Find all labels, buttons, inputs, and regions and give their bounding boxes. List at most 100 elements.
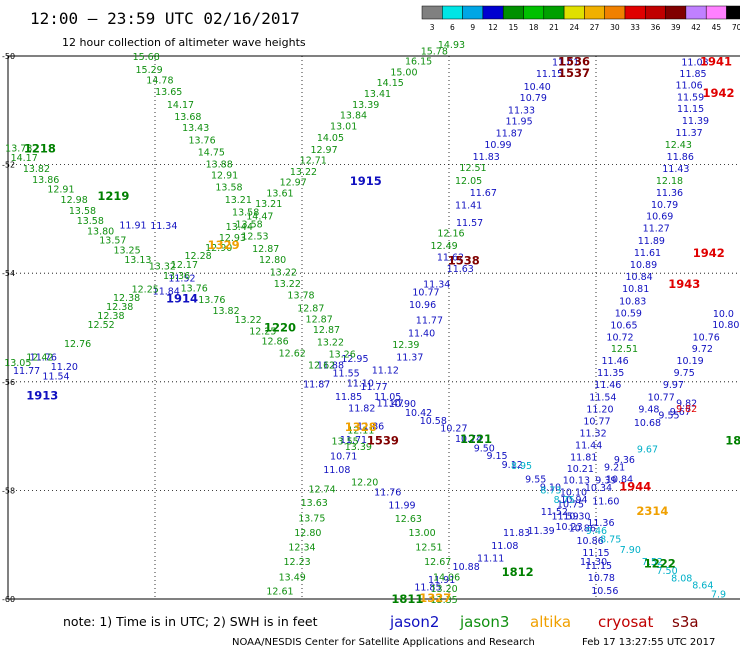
wave-height-label: 11.34	[150, 221, 177, 232]
wave-height-label: 12.95	[341, 354, 368, 365]
wave-height-label: 10.77	[648, 393, 675, 404]
color-scale-label: 33	[630, 23, 640, 32]
wave-height-label: 9.97	[663, 380, 684, 391]
wave-height-label: 12.51	[415, 542, 442, 553]
wave-height-label: 9.72	[692, 344, 713, 355]
wave-height-label: 10.72	[606, 332, 633, 343]
wave-height-label: 13.39	[352, 100, 379, 111]
wave-height-label: 15.29	[136, 65, 163, 76]
pass-id-label: 1219	[97, 189, 129, 203]
wave-height-label: 12.93	[219, 233, 246, 244]
wave-height-label: 13.22	[234, 315, 261, 326]
chart-subtitle: 12 hour collection of altimeter wave hei…	[62, 36, 306, 49]
color-scale-label: 9	[470, 23, 475, 32]
wave-height-label: 12.49	[430, 241, 457, 252]
wave-height-label: 11.33	[508, 105, 535, 116]
color-scale-label: 45	[712, 23, 722, 32]
wave-height-label: 11.52	[541, 507, 568, 518]
y-tick-label: -58	[2, 486, 15, 495]
wave-height-label: 12.91	[47, 185, 74, 196]
wave-height-label: 9.50	[474, 444, 495, 455]
wave-height-label: 12.67	[424, 557, 451, 568]
wave-height-label: 14.17	[167, 100, 194, 111]
wave-height-label: 14.06	[433, 572, 460, 583]
wave-height-label: 10.84	[606, 475, 633, 486]
color-scale-label: 21	[549, 23, 559, 32]
legend-item-cryosat: cryosat	[598, 613, 653, 631]
wave-height-label: 11.61	[634, 248, 661, 259]
wave-height-label: 9.39	[595, 476, 616, 487]
wave-height-label: 13.22	[274, 279, 301, 290]
wave-height-label: 11.37	[675, 128, 702, 139]
wave-height-label: 11.40	[408, 328, 435, 339]
pass-id-label: 1942	[702, 86, 734, 100]
wave-height-label: 13.58	[215, 182, 242, 193]
wave-height-label: 11.95	[505, 117, 532, 128]
wave-height-label: 11.60	[592, 496, 619, 507]
wave-height-label: 11.30	[580, 557, 607, 568]
color-scale-swatch	[705, 5, 727, 20]
plot-frame	[7, 55, 740, 600]
wave-height-label: 8.08	[671, 573, 692, 584]
wave-height-label: 13.32	[149, 262, 176, 273]
chart-title: 12:00 – 23:59 UTC 02/16/2017	[30, 9, 300, 28]
wave-height-label: 11.10	[347, 378, 374, 389]
wave-height-label: 12.51	[459, 163, 486, 174]
wave-height-label: 13.76	[198, 295, 225, 306]
wave-height-label: 12.38	[97, 311, 124, 322]
wave-height-label: 11.54	[42, 371, 69, 382]
wave-height-label: 10.68	[634, 418, 661, 429]
wave-height-label: 12.71	[300, 155, 327, 166]
wave-height-label: 14.05	[317, 133, 344, 144]
wave-height-label: 10.69	[646, 212, 673, 223]
wave-height-label: 11.87	[496, 129, 523, 140]
wave-height-label: 11.35	[597, 368, 624, 379]
wave-height-label: 14.17	[11, 153, 38, 164]
wave-height-label: 13.01	[330, 122, 357, 133]
wave-height-label: 13.25	[113, 245, 140, 256]
wave-height-label: 13.58	[69, 206, 96, 217]
wave-height-label: 11.44	[575, 440, 602, 451]
pass-id-label: 1536	[558, 55, 590, 69]
wave-height-label: 11.76	[30, 352, 57, 363]
color-scale-label: 36	[651, 23, 661, 32]
wave-height-label: 13.75	[298, 514, 325, 525]
wave-height-label: 11.41	[455, 200, 482, 211]
wave-height-label: 11.47	[377, 399, 404, 410]
wave-height-label: 11.39	[528, 526, 555, 537]
color-scale-label: 15	[509, 23, 519, 32]
pass-id-label: 1537	[558, 66, 590, 80]
wave-height-label: 12.91	[211, 170, 238, 181]
wave-height-label: 11.55	[332, 369, 359, 380]
wave-height-label: 10.80	[712, 320, 739, 331]
wave-height-label: 13.65	[155, 87, 182, 98]
pass-id-label: 1221	[460, 432, 492, 446]
wave-height-label: 12.97	[310, 145, 337, 156]
wave-height-label: 10.76	[693, 332, 720, 343]
wave-height-label: 10.19	[676, 356, 703, 367]
wave-height-label: 11.89	[638, 236, 665, 247]
wave-height-label: 10.90	[389, 399, 416, 410]
wave-height-label: 9.67	[637, 445, 658, 456]
wave-height-label: 12.87	[297, 303, 324, 314]
wave-height-label: 13.39	[345, 442, 372, 453]
wave-height-label: 9.46	[586, 526, 607, 537]
wave-height-label: 10.79	[520, 93, 547, 104]
satellite-legend: jason2 jason3 altika cryosat s3a	[389, 613, 699, 631]
wave-height-label: 10.27	[440, 423, 467, 434]
y-tick-label: -52	[2, 161, 15, 170]
wave-height-label: 13.61	[266, 188, 293, 199]
wave-height-label: 12.51	[611, 344, 638, 355]
wave-height-label: 13.82	[23, 164, 50, 175]
wave-height-label: 11.54	[589, 393, 616, 404]
color-scale-swatch	[543, 5, 565, 20]
y-tick-label: -56	[2, 378, 15, 387]
wave-height-label: 11.36	[656, 188, 683, 199]
wave-height-label: 10.94	[560, 495, 587, 506]
wave-height-label: 11.06	[675, 80, 702, 91]
wave-height-label: 13.80	[87, 226, 114, 237]
wave-height-label: 11.82	[348, 403, 375, 414]
wave-height-label: 10.86	[569, 523, 596, 534]
wave-height-label: 10.84	[626, 272, 653, 283]
pass-id-label: 1538	[448, 253, 480, 267]
